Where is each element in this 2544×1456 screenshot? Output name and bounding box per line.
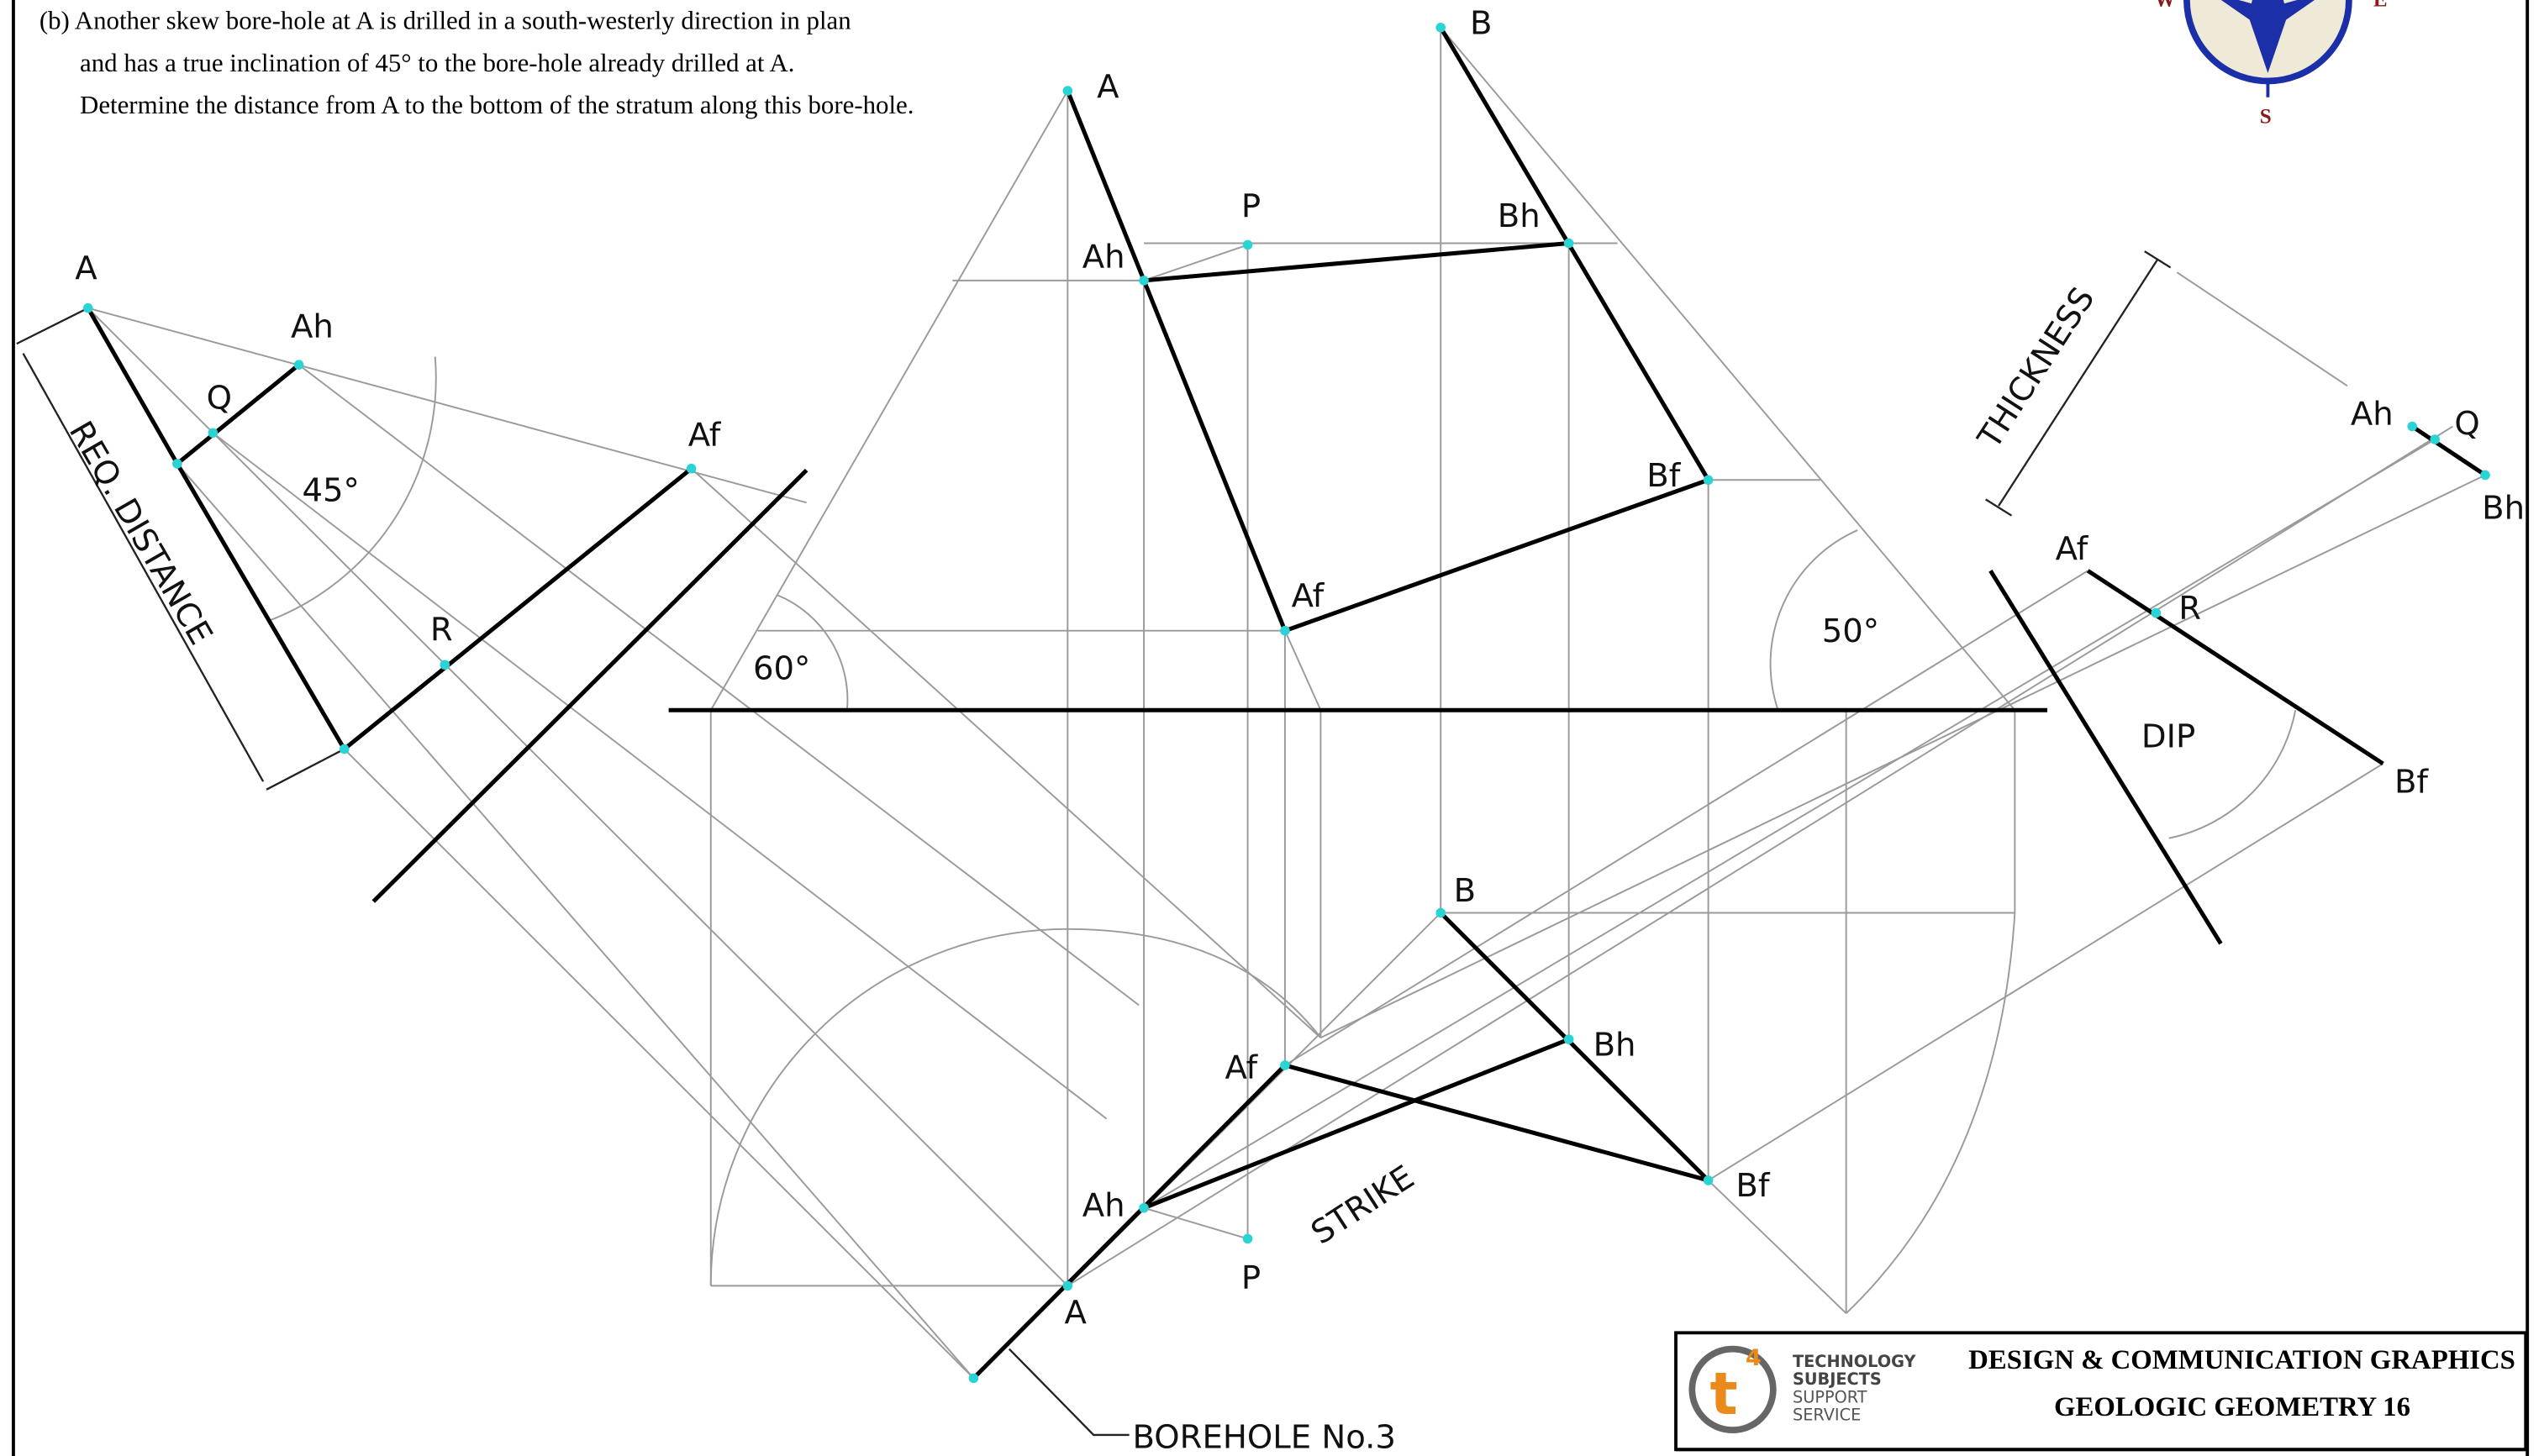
label: Bh (1498, 197, 1541, 235)
subtitle: GEOLOGIC GEOMETRY 16 (2054, 1392, 2410, 1422)
label: Af (2056, 530, 2089, 568)
label: Ah (291, 307, 334, 345)
label: Bh (2482, 490, 2525, 528)
problem-line: (b) Another skew bore-hole at A is drill… (40, 6, 851, 35)
label: Ah (1082, 1186, 1125, 1224)
label: Af (1292, 577, 1325, 615)
label: A (1097, 68, 1119, 106)
label: Ah (1082, 238, 1125, 276)
label: R (430, 611, 453, 649)
label: Q (2454, 405, 2479, 443)
svg-text:t: t (1710, 1361, 1738, 1428)
label: B (1454, 872, 1476, 910)
svg-text:4: 4 (1746, 1345, 1762, 1371)
compass-label: W (2154, 0, 2175, 12)
label: Q (207, 379, 232, 417)
label: Af (1225, 1049, 1259, 1086)
label: P (1241, 1259, 1261, 1297)
title: DESIGN & COMMUNICATION GRAPHICS (1968, 1345, 2515, 1375)
label: 60° (753, 650, 810, 688)
logo-text: SERVICE (1793, 1406, 1861, 1425)
drawing-sheet: (b) Another skew bore-hole at A is drill… (0, 0, 2544, 1456)
logo-text: SUPPORT (1793, 1387, 1867, 1406)
label: A (1064, 1294, 1087, 1332)
logo-text: SUBJECTS (1793, 1369, 1882, 1389)
label: Ah (2351, 396, 2394, 434)
label: A (75, 250, 97, 287)
label: Bh (1593, 1026, 1636, 1064)
label: BOREHOLE No.3 (1133, 1418, 1396, 1456)
label: R (2178, 590, 2201, 628)
compass-label: E (2373, 0, 2388, 12)
problem-line: and has a true inclination of 45° to the… (80, 48, 794, 77)
label: Bf (1736, 1167, 1770, 1205)
label: 50° (1822, 612, 1879, 650)
label: Af (688, 417, 722, 455)
label: B (1470, 5, 1492, 43)
logo-text: TECHNOLOGY (1793, 1352, 1917, 1371)
title-block: t 4 TECHNOLOGY SUBJECTS SUPPORT SERVICE … (1676, 1332, 2526, 1449)
label: Bf (2394, 764, 2429, 802)
label: Bf (1646, 457, 1681, 495)
label: 45° (302, 471, 359, 509)
label: P (1241, 188, 1261, 226)
compass-label: S (2260, 106, 2272, 129)
label: DIP (2141, 718, 2195, 756)
problem-line: Determine the distance from A to the bot… (80, 90, 914, 119)
